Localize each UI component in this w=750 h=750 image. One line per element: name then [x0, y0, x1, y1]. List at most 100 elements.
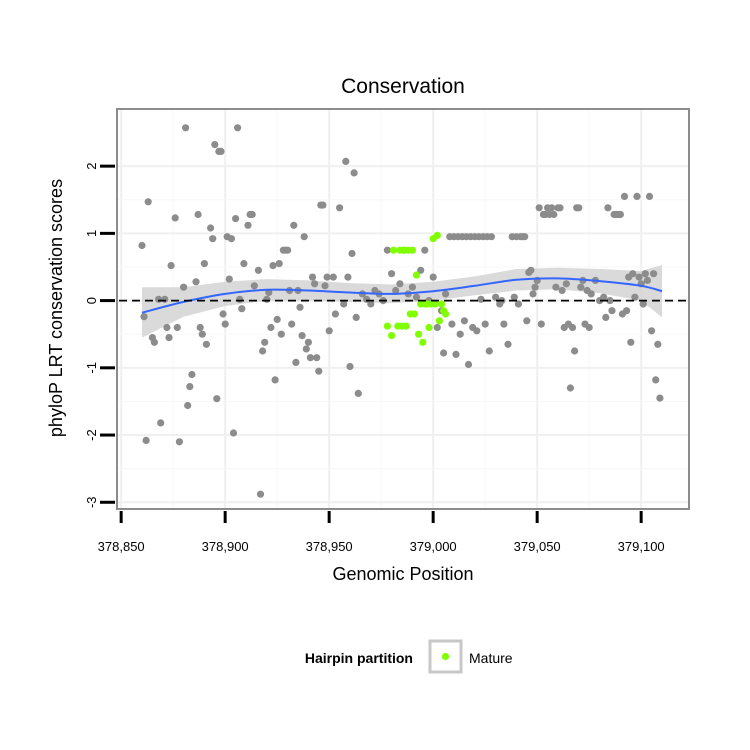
data-point	[473, 327, 481, 335]
data-point	[639, 300, 647, 308]
data-point	[643, 276, 652, 284]
data-point	[523, 317, 531, 325]
data-point	[269, 262, 277, 270]
y-axis-label: phyloP LRT conservation scores	[46, 179, 66, 437]
data-point	[558, 286, 566, 295]
data-point	[321, 282, 329, 290]
data-point	[336, 204, 344, 212]
y-tick-label: -1	[84, 362, 99, 374]
data-point	[529, 290, 537, 298]
data-point	[456, 330, 464, 338]
data-point-mature	[415, 330, 423, 338]
y-tick-label: -2	[84, 429, 99, 441]
data-point	[163, 323, 171, 332]
data-point-mature	[390, 246, 398, 254]
data-point	[550, 210, 558, 219]
data-point	[150, 338, 158, 346]
data-point	[311, 280, 319, 288]
data-point-mature	[419, 338, 427, 346]
data-point	[487, 233, 495, 241]
data-point	[429, 273, 437, 281]
data-point	[602, 313, 610, 321]
data-point	[629, 270, 637, 278]
data-point	[464, 360, 473, 369]
chart-title: Conservation	[341, 75, 465, 98]
data-point	[477, 295, 485, 303]
data-point	[171, 214, 179, 222]
data-point-mature	[442, 310, 450, 318]
data-point	[500, 320, 508, 328]
data-point	[277, 330, 285, 338]
data-point	[323, 273, 331, 281]
data-point	[571, 347, 579, 355]
data-point	[388, 270, 396, 278]
data-point	[300, 233, 308, 241]
points-layer	[138, 124, 664, 498]
data-point	[144, 198, 152, 206]
smooth-line-layer	[141, 277, 663, 314]
data-point	[408, 283, 416, 291]
data-point	[452, 350, 460, 358]
data-point-mature	[437, 300, 446, 308]
data-point	[173, 323, 181, 332]
data-point	[492, 293, 500, 301]
data-point	[188, 370, 196, 379]
data-point	[481, 320, 489, 328]
data-point	[600, 293, 608, 301]
data-point	[238, 305, 246, 313]
data-point	[256, 490, 265, 498]
data-point	[620, 192, 629, 200]
data-point	[485, 347, 493, 355]
data-point	[514, 300, 523, 308]
data-point	[606, 297, 614, 305]
legend-key-mature	[441, 652, 450, 661]
data-point	[575, 204, 583, 212]
data-point	[167, 262, 175, 270]
data-point	[284, 246, 292, 254]
data-point	[340, 300, 348, 308]
data-point	[225, 275, 233, 283]
x-tick-label: 379,050	[514, 539, 561, 554]
data-point	[290, 221, 298, 229]
x-tick-label: 378,950	[306, 539, 353, 554]
data-point	[566, 384, 575, 392]
data-point	[175, 438, 183, 446]
data-point	[313, 354, 321, 362]
data-point-mature	[435, 317, 443, 325]
y-tick-label: 2	[84, 163, 99, 170]
data-point	[329, 273, 337, 281]
data-point	[155, 295, 163, 303]
data-point	[442, 290, 450, 298]
data-point	[213, 395, 221, 403]
data-point-mature	[431, 300, 439, 308]
data-point	[217, 147, 225, 155]
data-point	[440, 349, 448, 357]
data-point	[142, 436, 150, 444]
data-point	[267, 323, 275, 332]
data-point	[641, 270, 649, 278]
data-point	[184, 401, 192, 410]
data-point	[527, 266, 535, 274]
data-point	[448, 320, 456, 328]
legend: Hairpin partition Mature	[305, 639, 513, 674]
data-point	[585, 323, 593, 332]
x-tick-label: 378,850	[98, 539, 145, 554]
data-point	[296, 303, 304, 311]
data-point	[288, 320, 296, 328]
data-point	[200, 260, 208, 268]
data-point	[248, 210, 256, 219]
data-point	[207, 224, 215, 232]
y-tick-label: 1	[84, 230, 99, 237]
data-point	[656, 394, 664, 402]
data-point	[202, 340, 210, 348]
confidence-band	[142, 265, 662, 338]
data-point	[157, 419, 165, 427]
data-point	[182, 124, 190, 132]
data-point	[623, 307, 631, 315]
x-tick-label: 378,900	[202, 539, 249, 554]
data-point	[631, 293, 639, 301]
y-tick-label: 0	[84, 297, 99, 304]
data-point	[552, 283, 560, 291]
data-point	[261, 338, 269, 346]
